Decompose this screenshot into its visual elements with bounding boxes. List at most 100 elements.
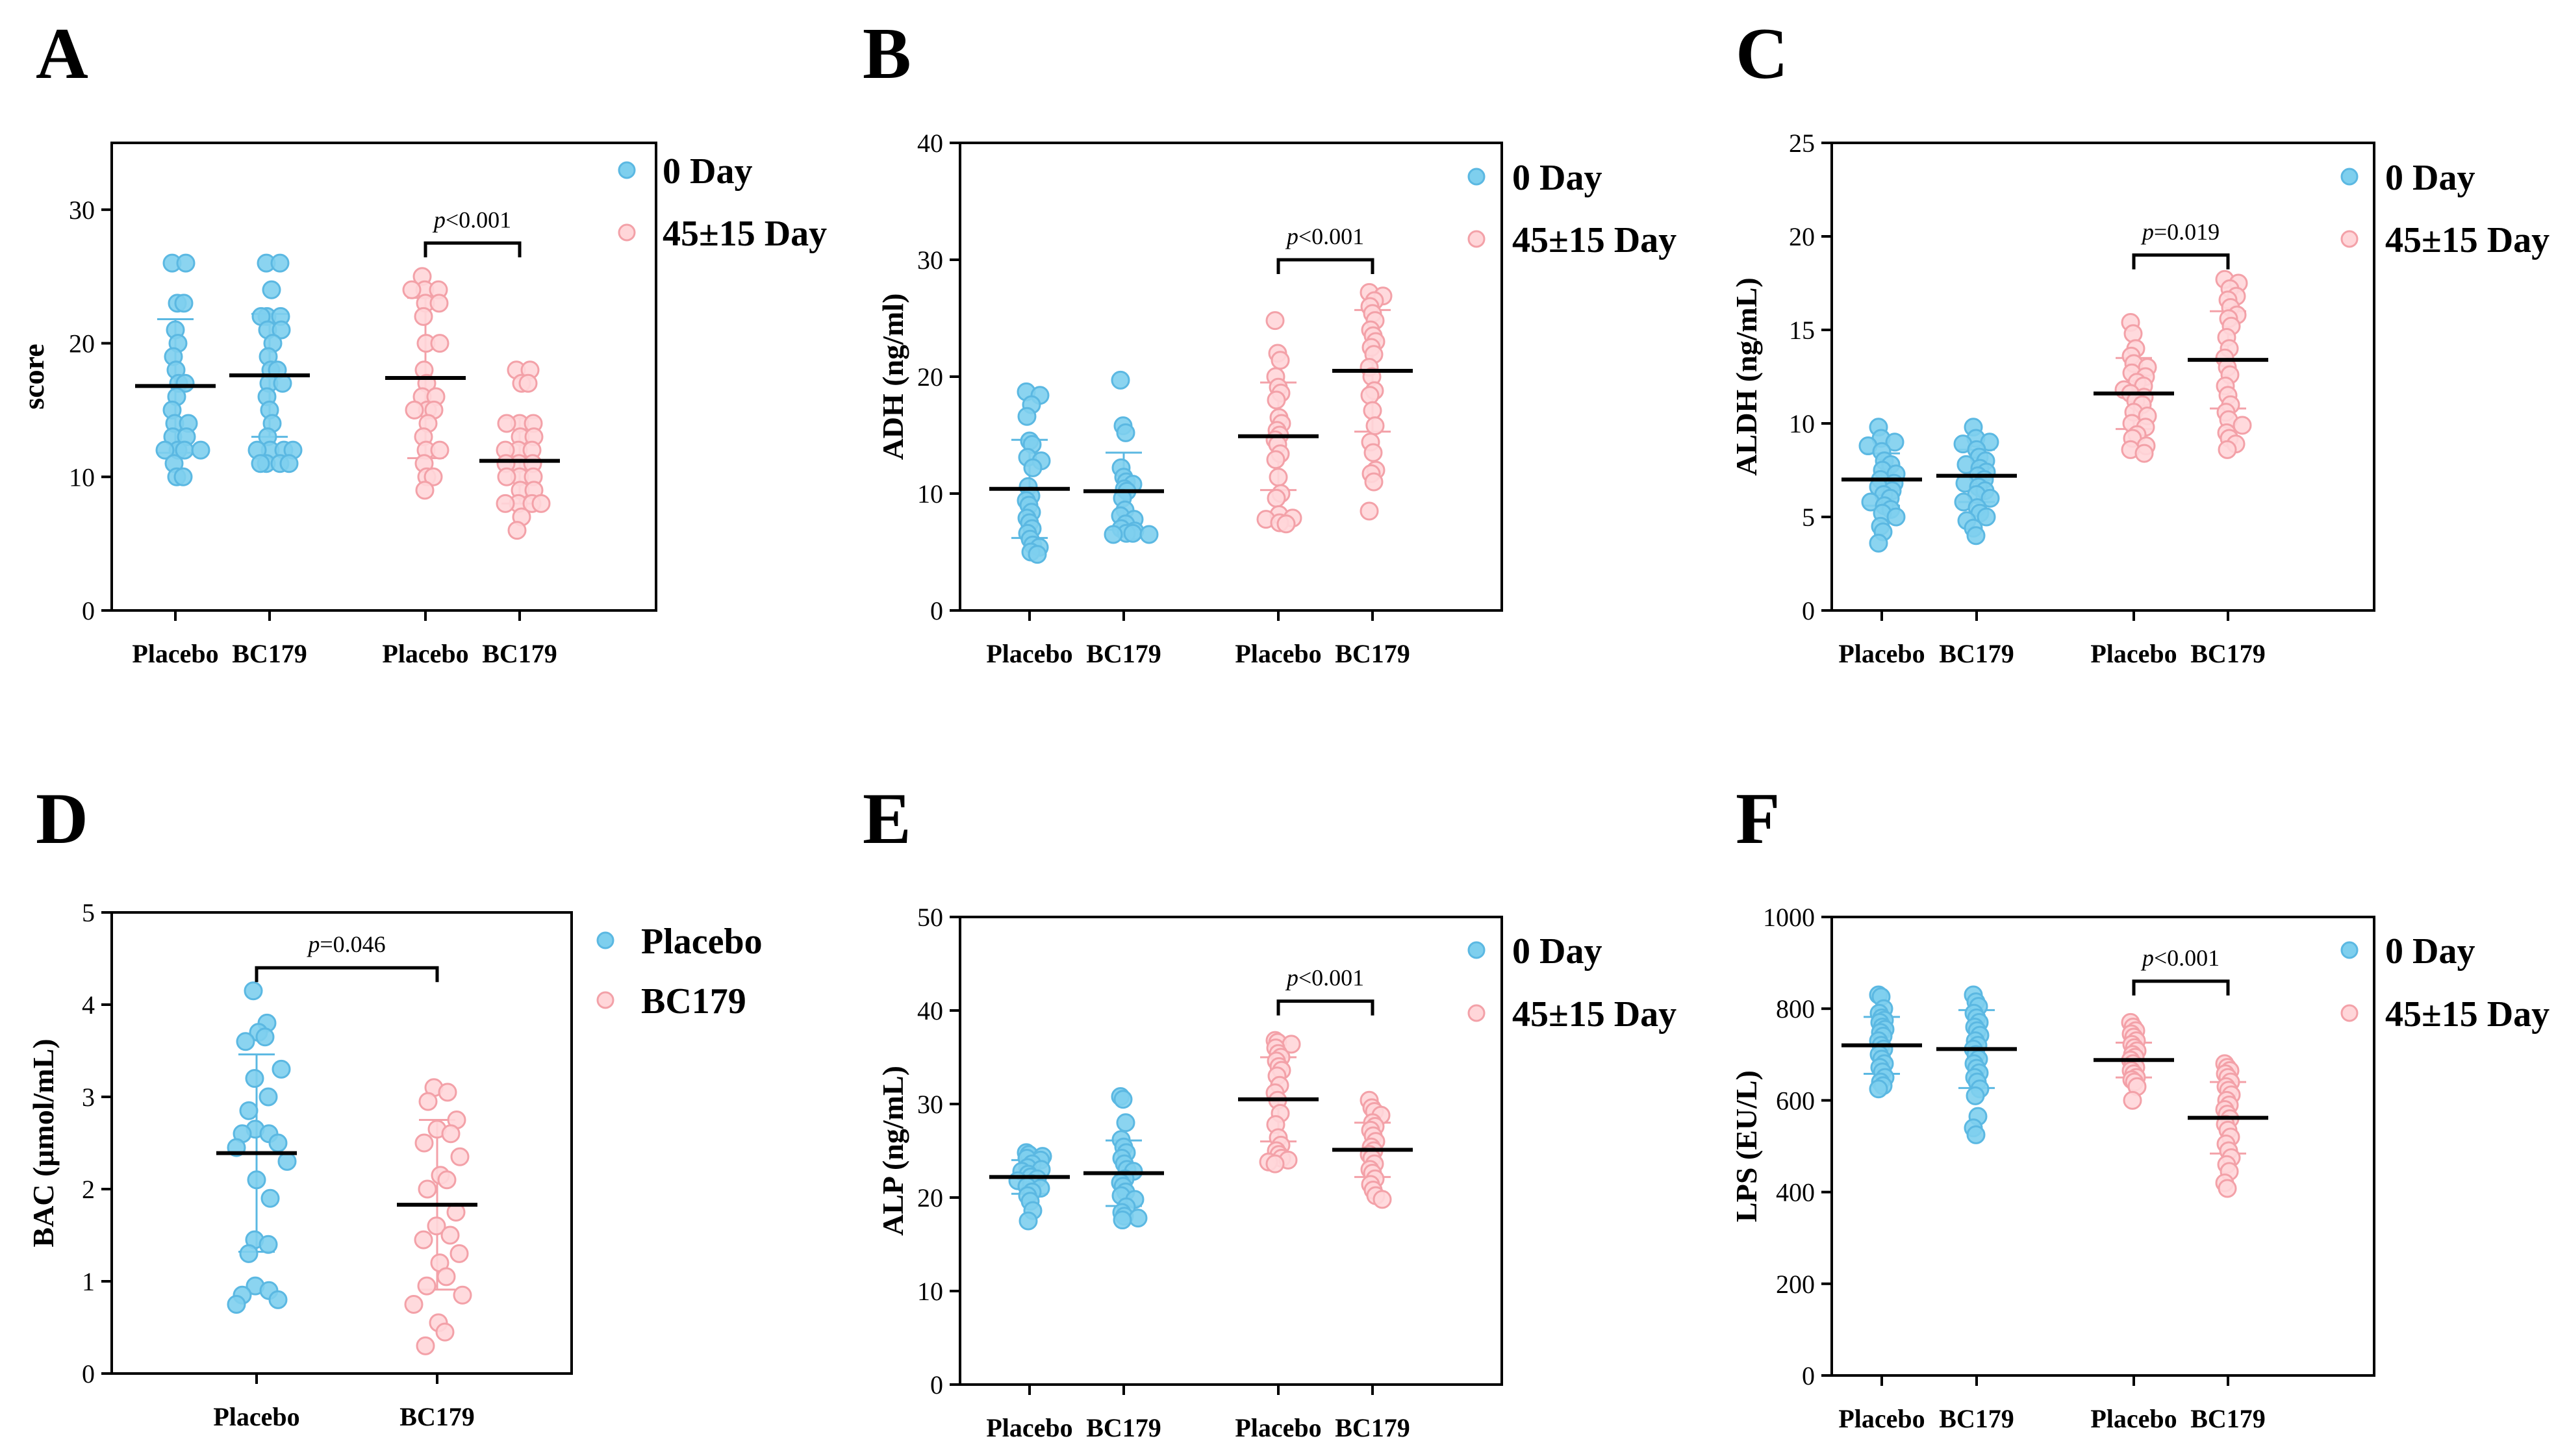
x-category-label: BC179 (482, 639, 557, 668)
legend-marker (1467, 230, 1486, 248)
data-point (279, 454, 299, 473)
x-category-label: BC179 (1335, 639, 1410, 668)
series-1 (1936, 985, 2017, 1144)
y-tick-label: 30 (69, 195, 95, 225)
data-point (244, 981, 263, 1001)
data-point (531, 494, 551, 513)
data-point (1269, 468, 1288, 487)
data-point (2134, 444, 2154, 463)
panel-letter: B (863, 14, 911, 94)
legend-label: 0 Day (2385, 931, 2475, 972)
series-2 (2094, 312, 2174, 463)
x-category-label: BC179 (1939, 639, 2014, 668)
panel-letter: E (863, 779, 911, 859)
y-tick-label: 800 (1776, 994, 1815, 1023)
data-point (2123, 324, 2143, 344)
data-point (418, 1092, 438, 1111)
data-point (268, 1133, 288, 1153)
p-value-label: p=0.046 (306, 931, 385, 957)
legend-label: 45±15 Day (663, 214, 827, 254)
y-axis-title: ALDH (ng/mL) (1730, 277, 1763, 475)
p-value: <0.001 (1298, 223, 1364, 249)
series-3 (1332, 1090, 1413, 1209)
legend-label: 45±15 Day (1512, 994, 1677, 1035)
data-point (1111, 370, 1130, 390)
data-point (418, 1179, 437, 1199)
data-point (255, 1027, 275, 1047)
p-value: =0.046 (320, 931, 385, 957)
y-tick-label: 5 (1802, 503, 1815, 532)
x-category-label: Placebo (382, 639, 468, 668)
series-3 (2188, 1054, 2268, 1198)
data-point (1373, 1190, 1392, 1209)
series-2 (385, 267, 466, 500)
p-symbol: p (432, 207, 446, 232)
series-1 (1083, 370, 1164, 544)
data-point (1966, 1086, 1985, 1105)
panel-letter: A (36, 14, 88, 94)
y-tick-label: 10 (1789, 409, 1815, 438)
y-tick-label: 30 (917, 245, 943, 275)
legend-label: 45±15 Day (2385, 220, 2550, 260)
data-point (440, 1225, 460, 1245)
data-point (424, 467, 443, 486)
data-point (496, 494, 515, 513)
data-point (1139, 525, 1159, 544)
data-point (1023, 458, 1043, 477)
p-value: <0.001 (2154, 945, 2220, 971)
y-tick-label: 20 (917, 362, 943, 392)
x-category-label: Placebo (213, 1402, 299, 1431)
data-point (1981, 488, 2000, 508)
data-point (1271, 351, 1290, 370)
x-category-label: BC179 (232, 639, 307, 668)
panel-f: F 0 200 400 600 800 1000 LPS (EU/L) Placebo BC179… (1730, 779, 2550, 1433)
y-axis-title: score (17, 344, 50, 409)
data-point (259, 1087, 278, 1107)
legend-label: BC179 (641, 981, 746, 1022)
p-symbol: p (2140, 219, 2154, 245)
series-2 (2094, 1012, 2174, 1110)
legend-marker (618, 161, 636, 179)
data-point (414, 1230, 433, 1249)
series-3 (479, 360, 560, 540)
data-point (1019, 1211, 1038, 1231)
data-point (1267, 488, 1286, 508)
data-point (270, 253, 290, 273)
y-tick-label: 25 (1789, 129, 1815, 158)
legend-label: Placebo (641, 922, 763, 962)
plot-frame (110, 142, 657, 612)
series-1 (1083, 1086, 1164, 1230)
significance-bracket (2132, 253, 2230, 270)
data-point (429, 294, 449, 313)
legend-marker (2340, 168, 2359, 186)
series-1 (397, 1078, 477, 1355)
data-point (453, 1285, 472, 1305)
legend-marker (1467, 941, 1486, 959)
legend-marker (2340, 941, 2359, 959)
series-2 (1238, 1031, 1319, 1174)
y-tick-label: 1000 (1763, 903, 1815, 932)
data-point (437, 1267, 456, 1287)
data-point (176, 253, 196, 273)
data-point (1360, 501, 1379, 521)
legend-marker (618, 223, 636, 242)
data-point (1966, 526, 1986, 546)
legend-marker (596, 931, 614, 949)
data-point (1885, 433, 1905, 452)
data-point (1028, 545, 1047, 564)
p-value-label: p=0.019 (2140, 219, 2220, 245)
data-point (1104, 525, 1123, 544)
plot-frame (1830, 142, 2375, 612)
data-point (272, 1059, 291, 1079)
x-category-label: BC179 (2190, 1404, 2266, 1433)
data-point (405, 400, 424, 420)
series-1 (229, 253, 310, 473)
x-category-label: Placebo (1838, 1404, 1925, 1433)
data-point (268, 1290, 288, 1309)
x-category-label: BC179 (1939, 1404, 2014, 1433)
y-tick-label: 0 (82, 596, 95, 625)
data-point (1363, 401, 1382, 420)
p-value-label: p<0.001 (1285, 965, 1364, 991)
series-0 (989, 1143, 1070, 1231)
